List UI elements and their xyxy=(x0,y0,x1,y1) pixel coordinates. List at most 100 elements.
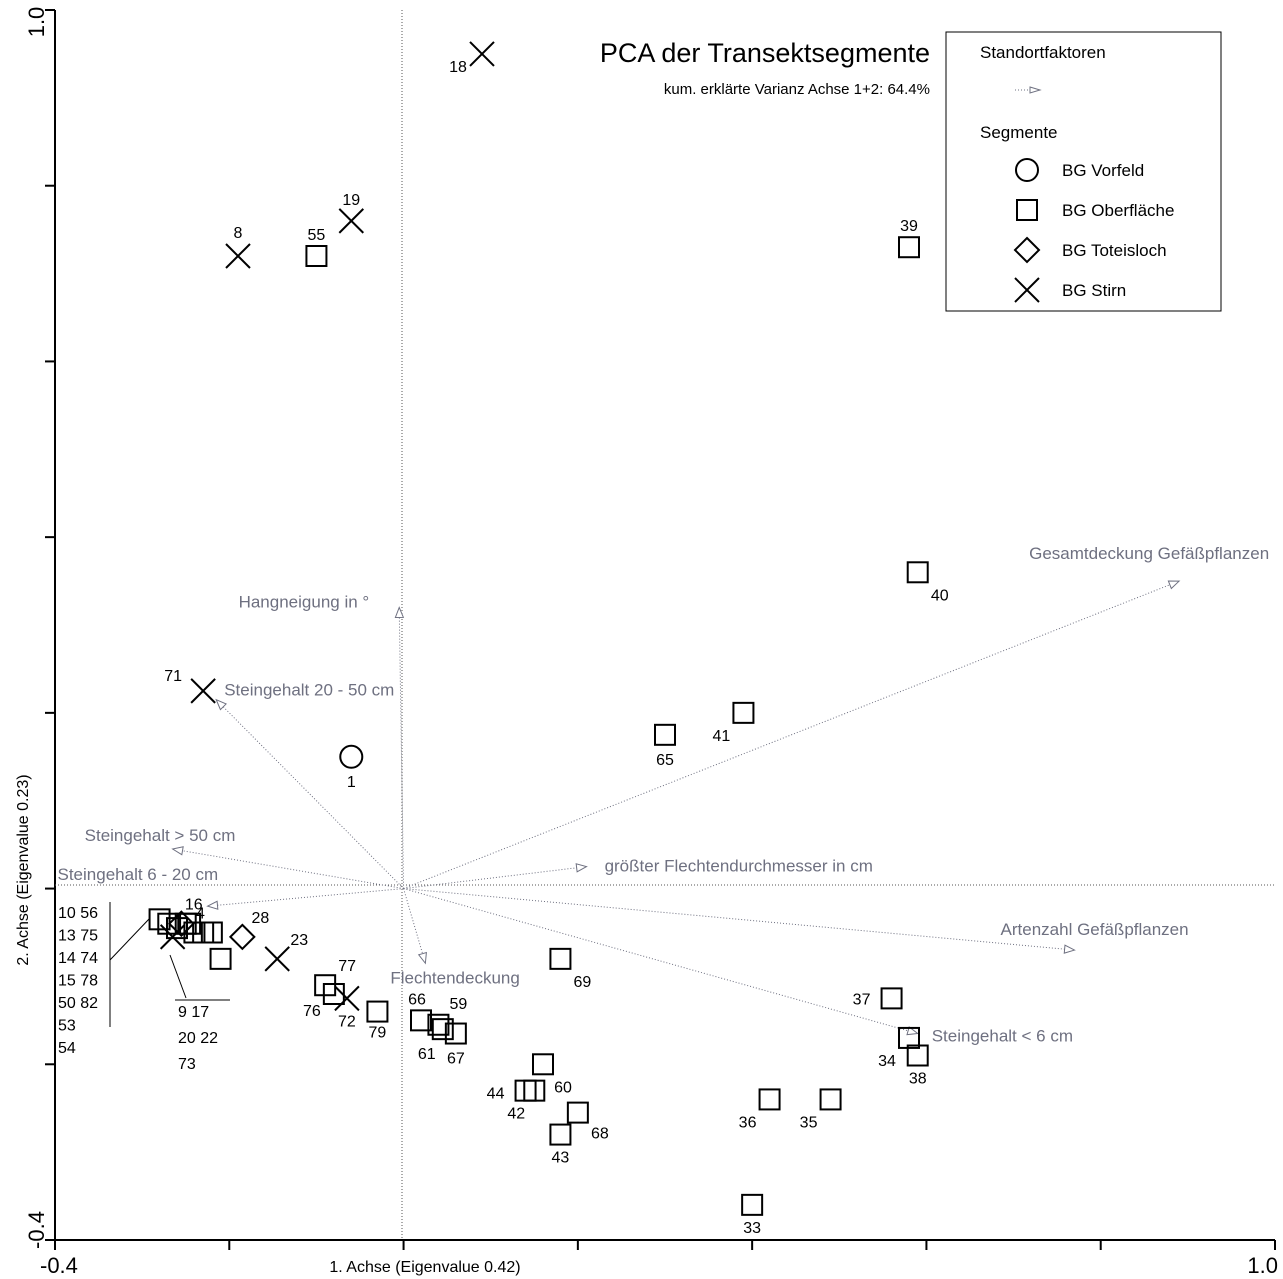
cluster-left-label: 50 82 xyxy=(58,995,98,1012)
data-point: 33 xyxy=(741,1193,764,1237)
point-label: 79 xyxy=(369,1025,387,1042)
square-marker xyxy=(514,1079,537,1102)
env-vector: Gesamtdeckung Gefäßpflanzen xyxy=(403,544,1269,890)
env-vector-label: Steingehalt > 50 cm xyxy=(85,826,236,845)
env-vector-arrowhead xyxy=(215,698,227,711)
circle-marker xyxy=(1015,158,1039,182)
legend-entry-label: BG Oberfläche xyxy=(1062,201,1174,220)
data-point: 19 xyxy=(338,192,364,234)
cross-stroke xyxy=(334,985,360,1012)
cluster-left-labels: 10 56 13 75 14 74 15 78 50 82 53 54 xyxy=(58,905,98,1057)
cluster-right-label: 73 xyxy=(178,1056,196,1073)
square-marker xyxy=(427,1013,450,1036)
point-label: 68 xyxy=(591,1126,609,1143)
env-vector-line xyxy=(403,888,918,1035)
point-label: 35 xyxy=(800,1114,818,1131)
cluster-left-label: 13 75 xyxy=(58,928,98,945)
cluster-left-label: 14 74 xyxy=(58,950,98,967)
env-vector-arrowhead xyxy=(394,606,405,619)
data-point: 41 xyxy=(713,701,755,745)
cluster-marker xyxy=(159,924,186,950)
legend-env-arrowhead xyxy=(1029,86,1042,94)
x-tick-label-min: -0.4 xyxy=(40,1253,78,1278)
env-vector: Steingehalt 6 - 20 cm xyxy=(58,865,404,910)
env-vector-label: Hangneigung in ° xyxy=(239,592,370,611)
cluster-marker xyxy=(200,921,223,944)
data-point: 34 xyxy=(878,1026,920,1070)
square-marker xyxy=(654,723,676,746)
point-label: 39 xyxy=(900,218,918,235)
data-point xyxy=(209,947,232,970)
legend-entry-label: BG Stirn xyxy=(1062,281,1126,300)
chart-subtitle: kum. erklärte Varianz Achse 1+2: 64.4% xyxy=(664,81,930,98)
cluster-right-label: 9 17 xyxy=(178,1004,209,1021)
point-label: 71 xyxy=(164,668,182,685)
data-point: 68 xyxy=(566,1101,609,1143)
point-label: 59 xyxy=(450,996,468,1013)
env-vector-arrowhead xyxy=(575,863,588,873)
env-vector-line xyxy=(403,580,1180,890)
data-point: 43 xyxy=(549,1123,572,1167)
square-marker xyxy=(898,236,920,259)
square-marker xyxy=(549,1123,572,1146)
cluster-marker xyxy=(179,912,202,935)
data-point: 35 xyxy=(800,1088,842,1131)
env-vector-line xyxy=(215,699,404,889)
env-vector-label: Flechtendeckung xyxy=(390,968,519,987)
point-label: 33 xyxy=(743,1220,761,1237)
data-point: 72 xyxy=(334,985,360,1030)
data-point: 79 xyxy=(366,1000,389,1042)
point-label: 40 xyxy=(931,587,949,604)
square-marker xyxy=(898,1026,920,1049)
diamond-marker xyxy=(228,923,256,951)
point-label: 61 xyxy=(418,1046,436,1063)
data-point: 18 xyxy=(449,41,495,76)
env-vector: Artenzahl Gefäßpflanzen xyxy=(403,888,1189,954)
cluster-left-label: 53 xyxy=(58,1018,76,1035)
env-vector-label: Steingehalt 20 - 50 cm xyxy=(224,681,394,700)
cluster-marker xyxy=(166,917,188,940)
point-label: 72 xyxy=(338,1013,356,1030)
cluster-left-label: 15 78 xyxy=(58,973,98,990)
point-label: 65 xyxy=(656,752,674,769)
cross-stroke xyxy=(190,678,216,704)
y-tick-label-max: 1.0 xyxy=(24,7,49,38)
point-label: 19 xyxy=(342,192,360,209)
env-vector-label: Steingehalt < 6 cm xyxy=(932,1027,1073,1046)
chart-title: PCA der Transektsegmente xyxy=(600,38,930,68)
env-vector: Hangneigung in ° xyxy=(239,592,405,889)
square-marker xyxy=(1016,199,1038,221)
point-label: 44 xyxy=(487,1086,505,1103)
point-label: 38 xyxy=(909,1071,927,1088)
data-point: 59 xyxy=(427,996,468,1036)
legend-entry: BG Stirn xyxy=(1014,277,1126,303)
square-marker xyxy=(906,1044,929,1067)
data-point: 23 xyxy=(264,932,308,972)
square-marker xyxy=(758,1088,781,1111)
point-label: 28 xyxy=(251,910,269,927)
square-marker xyxy=(209,947,232,970)
square-marker xyxy=(741,1193,764,1216)
env-vector-line xyxy=(403,888,1075,951)
legend-seg-header: Segmente xyxy=(980,123,1058,142)
data-point: 44 xyxy=(487,1079,537,1103)
data-point: 39 xyxy=(898,218,920,259)
data-point: 40 xyxy=(906,561,949,604)
square-marker xyxy=(431,1018,454,1041)
point-label: 60 xyxy=(554,1079,572,1096)
square-marker xyxy=(179,912,202,935)
square-marker xyxy=(314,974,337,997)
env-vector-label: Artenzahl Gefäßpflanzen xyxy=(1001,920,1189,939)
cluster-right-labels: 9 17 20 22 73 xyxy=(178,1004,218,1073)
square-marker xyxy=(305,245,328,267)
y-axis-label: 2. Achse (Eigenvalue 0.23) xyxy=(15,774,32,965)
data-point: 65 xyxy=(654,723,676,769)
cluster-marker xyxy=(167,910,195,938)
legend-entry-label: BG Vorfeld xyxy=(1062,161,1144,180)
cluster-right-label: 20 22 xyxy=(178,1030,218,1047)
square-marker xyxy=(148,908,171,931)
square-marker xyxy=(523,1079,546,1102)
env-vector-line xyxy=(398,607,405,889)
env-vector: Steingehalt > 50 cm xyxy=(85,826,404,890)
